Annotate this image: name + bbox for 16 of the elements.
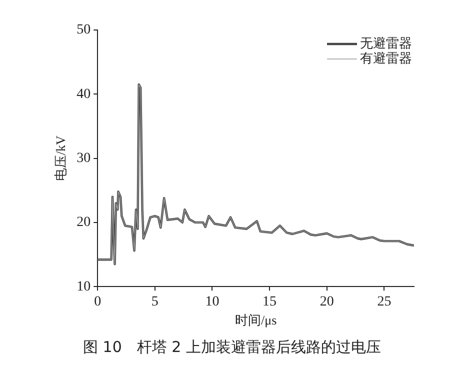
x-tick-label: 0 (94, 294, 102, 310)
x-tick-label: 5 (151, 294, 158, 310)
x-tick-label: 15 (262, 294, 277, 310)
y-tick-label: 10 (76, 279, 91, 294)
x-axis-title: 时间/μs (234, 312, 277, 328)
x-tick-label: 20 (320, 294, 334, 310)
x-tick-label: 25 (377, 294, 392, 310)
y-tick-label: 40 (76, 86, 91, 102)
y-axis-title: 电压/kV (53, 134, 68, 182)
y-tick-label: 30 (76, 150, 91, 166)
x-tick-label: 10 (205, 294, 220, 310)
legend-label: 无避雷器 (360, 35, 412, 50)
text: 图 10 杆塔 2 上加装避雷器后线路的过电压 (83, 338, 381, 356)
legend-label: 有避雷器 (360, 50, 412, 66)
y-tick-label: 20 (76, 215, 91, 230)
y-tick-label: 50 (76, 22, 91, 38)
